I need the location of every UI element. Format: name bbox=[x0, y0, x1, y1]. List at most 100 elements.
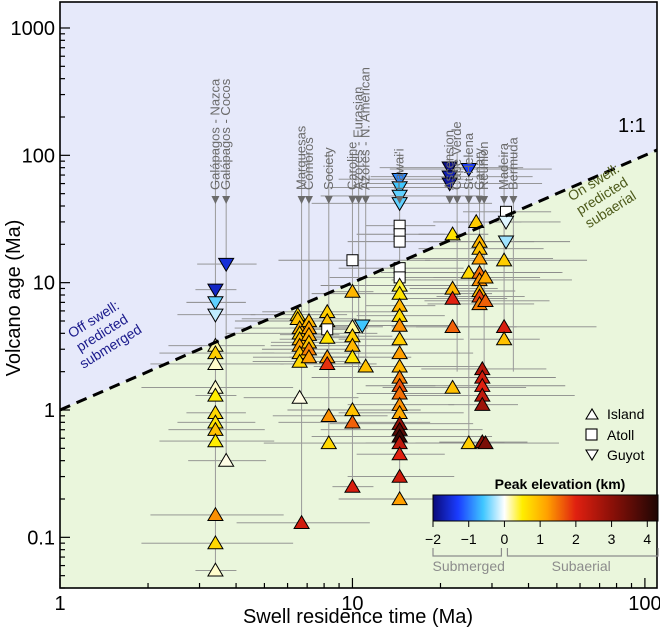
legend-island-label: Island bbox=[607, 406, 644, 422]
hotspot-label-0: Galápagos - Nazca bbox=[207, 78, 222, 190]
guyot-marker-2 bbox=[207, 308, 224, 323]
hotspot-label-4: Society bbox=[321, 147, 336, 190]
colorbar: Peak elevation (km) −2 −1 0 1 2 3 4 Submerged … bbox=[425, 476, 659, 574]
legend-atoll-icon bbox=[585, 428, 598, 441]
colorbar-tick-label-5: 3 bbox=[608, 531, 616, 547]
colorbar-tick-label-4: 2 bbox=[572, 531, 580, 547]
colorbar-tick-label-0: −2 bbox=[425, 531, 441, 547]
y-tick-label-4: 1000 bbox=[11, 18, 56, 40]
legend-island-icon bbox=[585, 407, 599, 420]
island-marker-38 bbox=[318, 355, 336, 371]
island-marker-25 bbox=[291, 389, 309, 404]
hotspot-label-6: Azores - Eurasian bbox=[351, 87, 366, 190]
hotspot-arrow-13 bbox=[480, 196, 489, 204]
hotspot-label-1: Galápagos - Cocos bbox=[218, 78, 233, 190]
island-marker-108 bbox=[477, 292, 494, 307]
island-marker-112 bbox=[495, 331, 513, 346]
island-marker-78 bbox=[391, 446, 409, 461]
guyot-marker-83 bbox=[441, 177, 459, 192]
island-marker-7 bbox=[207, 387, 224, 402]
subaerial-bracket bbox=[506, 548, 659, 557]
x-tick-label-0: 1 bbox=[54, 593, 65, 615]
island-marker-46 bbox=[344, 349, 361, 364]
hotspot-label-10: Cape Verde bbox=[449, 121, 464, 190]
hotspot-arrow-8 bbox=[395, 196, 404, 204]
legend-atoll-label: Atoll bbox=[607, 427, 634, 443]
island-marker-110 bbox=[495, 252, 513, 267]
island-marker-109 bbox=[477, 434, 494, 450]
legend-guyot-label: Guyot bbox=[607, 447, 644, 463]
island-marker-49 bbox=[344, 478, 361, 493]
hotspot-arrow-7 bbox=[361, 196, 370, 204]
island-marker-80 bbox=[391, 490, 409, 506]
guyot-marker-81 bbox=[441, 161, 459, 176]
island-marker-32 bbox=[300, 349, 318, 364]
island-marker-39 bbox=[320, 407, 338, 422]
island-marker-12 bbox=[207, 506, 224, 522]
colorbar-title: Peak elevation (km) bbox=[495, 476, 626, 492]
hotspot-label-11: St Helena bbox=[461, 132, 476, 190]
colorbar-tick-label-6: 4 bbox=[643, 531, 651, 547]
hotspot-arrow-4 bbox=[324, 196, 333, 204]
hotspot-label-3: Comoros bbox=[301, 137, 316, 190]
hotspot-arrow-6 bbox=[354, 196, 363, 204]
hotspot-label-2: Marquesas bbox=[294, 125, 309, 190]
hotspot-label-9: Ascension bbox=[442, 130, 457, 190]
island-marker-95 bbox=[471, 250, 488, 265]
colorbar-submerged-label: Submerged bbox=[433, 558, 505, 574]
hotspot-arrow-3 bbox=[304, 196, 313, 204]
x-axis-label: Swell residence time (Ma) bbox=[243, 606, 473, 628]
guyot-marker-53 bbox=[391, 181, 409, 196]
island-marker-107 bbox=[477, 269, 494, 284]
island-marker-90 bbox=[460, 264, 478, 279]
hotspot-label-12: Canary bbox=[472, 148, 487, 190]
hotspot-label-15: Bermuda bbox=[505, 136, 520, 190]
hotspot-arrow-2 bbox=[297, 196, 306, 204]
island-marker-13 bbox=[207, 535, 224, 550]
island-marker-5 bbox=[207, 355, 224, 371]
hotspot-arrow-10 bbox=[453, 196, 462, 204]
island-marker-36 bbox=[318, 329, 336, 344]
x-axis: 1 10 100 bbox=[54, 578, 660, 615]
island-marker-11 bbox=[207, 432, 224, 448]
island-marker-66 bbox=[391, 331, 409, 346]
guyot-marker-0 bbox=[207, 283, 224, 298]
colorbar-tick-label-3: 1 bbox=[536, 531, 544, 547]
one-to-one-label: 1:1 bbox=[618, 115, 646, 137]
legend-guyot-icon bbox=[585, 449, 599, 462]
island-marker-16 bbox=[217, 452, 235, 467]
colorbar-bar bbox=[432, 494, 659, 522]
guyot-marker-50 bbox=[353, 319, 371, 334]
island-marker-88 bbox=[444, 379, 461, 394]
y-axis-label: Volcano age (Ma) bbox=[3, 220, 25, 377]
hotspot-arrow-15 bbox=[509, 196, 518, 204]
colorbar-subaerial-label: Subaerial bbox=[552, 558, 611, 574]
x-tick-label-2: 100 bbox=[628, 593, 660, 615]
hotspot-label-8: Hawai'i bbox=[392, 148, 407, 190]
island-marker-26 bbox=[293, 514, 310, 529]
y-axis: 0.1 1 10 100 1000 bbox=[11, 18, 70, 589]
hotspot-arrow-1 bbox=[222, 196, 231, 204]
one-to-one-line bbox=[59, 148, 658, 412]
hotspot-label-13: Réunion bbox=[476, 142, 491, 190]
island-marker-40 bbox=[320, 434, 338, 450]
island-marker-86 bbox=[444, 290, 461, 305]
y-tick-label-3: 100 bbox=[22, 145, 55, 167]
island-marker-48 bbox=[344, 414, 361, 429]
hotspot-label-5: Caroline bbox=[344, 142, 359, 190]
atoll-marker-41 bbox=[346, 254, 359, 267]
guyot-marker-89 bbox=[460, 162, 478, 178]
hotspot-arrow-11 bbox=[464, 196, 473, 204]
y-tick-label-2: 10 bbox=[33, 273, 55, 295]
island-marker-79 bbox=[391, 468, 409, 483]
guyot-marker-82 bbox=[441, 170, 459, 185]
island-marker-51 bbox=[357, 358, 375, 373]
data-markers bbox=[207, 161, 515, 577]
y-tick-label-0: 0.1 bbox=[27, 527, 55, 549]
hotspot-arrow-9 bbox=[445, 196, 454, 204]
marker-legend: Island Atoll Guyot bbox=[585, 406, 644, 463]
hotspot-label-7: Azores - N. American bbox=[358, 67, 373, 190]
hotspot-arrow-0 bbox=[211, 196, 220, 204]
